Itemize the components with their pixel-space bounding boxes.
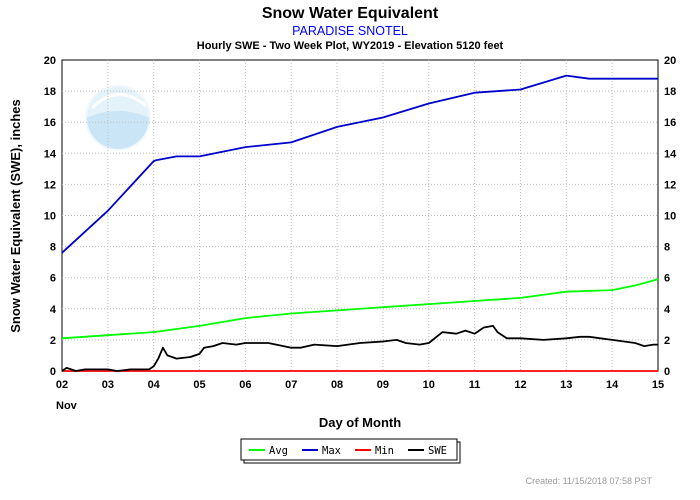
- x-tick-label: 04: [148, 379, 161, 391]
- y-tick-label-left: 8: [50, 242, 56, 254]
- chart-subtitle: PARADISE SNOTEL: [292, 24, 408, 38]
- created-timestamp: Created: 11/15/2018 07:58 PST: [526, 476, 653, 486]
- noaa-logo: [85, 85, 151, 151]
- x-tick-label: 06: [239, 379, 251, 391]
- y-tick-label-right: 20: [664, 55, 676, 67]
- y-tick-label-left: 4: [50, 304, 57, 316]
- y-tick-label-left: 0: [50, 366, 56, 378]
- y-tick-label-left: 12: [44, 179, 56, 191]
- y-tick-label-right: 14: [664, 148, 677, 160]
- series-line-max: [61, 74, 658, 254]
- x-tick-label: 08: [331, 379, 343, 391]
- x-tick-label: 02: [56, 379, 68, 391]
- y-tick-label-right: 18: [664, 86, 676, 98]
- legend-label-swe: SWE: [428, 445, 447, 457]
- x-axis-title: Day of Month: [319, 415, 401, 430]
- y-tick-label-left: 20: [44, 55, 56, 67]
- y-tick-label-right: 2: [664, 335, 670, 347]
- legend: Avg Max Min SWE: [240, 438, 461, 464]
- x-tick-label: 07: [285, 379, 297, 391]
- x-tick-label: 15: [652, 379, 664, 391]
- series-line-swe: [61, 324, 658, 372]
- y-tick-labels-left: 0 2 4 6 8 10 12 14 16 18 20: [44, 55, 57, 378]
- legend-label-min: Min: [375, 445, 394, 457]
- x-tick-label: 10: [423, 379, 435, 391]
- x-tick-labels: 02 03 04 05 06 07 08 09 10 11 12 13 14 15: [56, 379, 664, 391]
- y-tick-label-right: 12: [664, 179, 676, 191]
- y-tick-label-left: 16: [44, 117, 56, 129]
- y-tick-label-left: 18: [44, 86, 56, 98]
- y-tick-label-right: 6: [664, 273, 670, 285]
- x-tick-label: 09: [377, 379, 389, 391]
- y-tick-label-right: 8: [664, 242, 670, 254]
- x-tick-label: 11: [469, 379, 481, 391]
- y-tick-label-left: 2: [50, 335, 56, 347]
- y-tick-label-right: 4: [664, 304, 671, 316]
- grid-lines: [62, 60, 658, 371]
- chart-title: Snow Water Equivalent: [262, 5, 439, 22]
- y-tick-labels-right: 0 2 4 6 8 10 12 14 16 18 20: [664, 55, 677, 378]
- y-tick-label-right: 10: [664, 211, 676, 223]
- y-tick-label-left: 6: [50, 273, 56, 285]
- series-lines: [61, 74, 659, 372]
- x-tick-label: 14: [606, 379, 619, 391]
- y-axis-title: Snow Water Equivalent (SWE), inches: [8, 99, 23, 333]
- x-tick-label: 13: [560, 379, 572, 391]
- x-month-label: Nov: [56, 400, 78, 412]
- y-tick-label-left: 10: [44, 211, 56, 223]
- x-tick-label: 05: [193, 379, 205, 391]
- x-tick-label: 12: [514, 379, 526, 391]
- y-tick-label-right: 0: [664, 366, 670, 378]
- series-line-avg: [61, 278, 659, 340]
- y-tick-label-left: 14: [44, 148, 57, 160]
- y-tick-label-right: 16: [664, 117, 676, 129]
- chart-subtitle-details: Hourly SWE - Two Week Plot, WY2019 - Ele…: [197, 40, 504, 52]
- legend-label-max: Max: [322, 445, 341, 457]
- legend-label-avg: Avg: [269, 445, 288, 457]
- x-tick-label: 03: [102, 379, 114, 391]
